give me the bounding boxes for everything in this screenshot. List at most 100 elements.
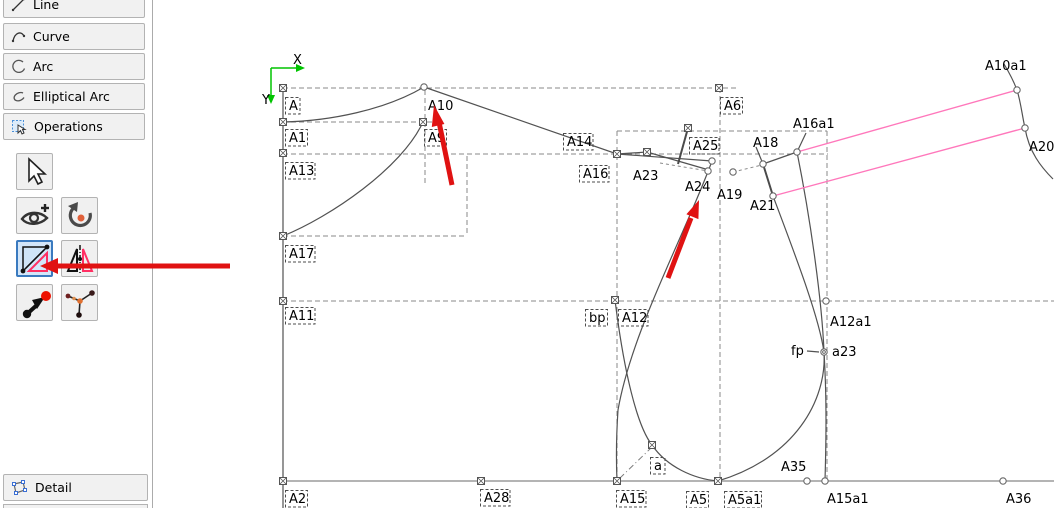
point-marker[interactable] [821, 477, 829, 485]
flip-by-axis-tool-button[interactable] [61, 240, 98, 277]
group-curve-button[interactable]: Curve [3, 23, 145, 50]
point-label[interactable]: A10 [428, 99, 453, 114]
point-label[interactable]: A35 [781, 460, 806, 475]
point-marker[interactable] [704, 167, 712, 175]
detail-icon [12, 480, 27, 495]
point-label[interactable]: A12a1 [830, 315, 872, 330]
point-handle-cross [279, 118, 287, 126]
mirror-lines [772, 89, 1026, 197]
point-marker[interactable] [793, 148, 801, 156]
group-operations-button[interactable]: Operations [3, 113, 145, 140]
point-handle-cross [611, 296, 619, 304]
point-marker[interactable] [420, 83, 428, 91]
point-label[interactable]: fp [791, 344, 804, 359]
detail-button[interactable]: Detail [3, 474, 148, 501]
point-label[interactable]: A19 [717, 188, 742, 203]
true-darts-icon [65, 289, 95, 318]
cursor-icon [27, 156, 47, 185]
point-marker-inner [822, 350, 826, 354]
point-label[interactable]: A14 [567, 135, 592, 150]
point-label[interactable]: A36 [1006, 492, 1031, 507]
point-marker[interactable] [803, 477, 811, 485]
point-marker[interactable] [708, 157, 716, 165]
move-tool-button[interactable] [16, 284, 53, 321]
point-handle-cross [279, 232, 287, 240]
point-label[interactable]: A2 [289, 492, 306, 507]
point-label[interactable]: A5 [690, 493, 707, 508]
point-label[interactable]: A11 [289, 309, 314, 324]
point-label-box[interactable] [618, 309, 649, 327]
point-handle-cross [279, 84, 287, 92]
true-darts-tool-button[interactable] [61, 284, 98, 321]
toolbox-sidebar: Line Curve Arc Elliptical Arc [0, 0, 153, 508]
point-handle-cross [643, 148, 651, 156]
point-marker[interactable] [759, 160, 767, 168]
point-handle-cross [714, 477, 722, 485]
point-label[interactable]: A20 [1029, 140, 1054, 155]
point-label-box[interactable] [579, 165, 610, 183]
point-label[interactable]: A5a1 [728, 493, 761, 508]
point-label[interactable]: A10a1 [985, 59, 1027, 74]
point-label-box[interactable] [424, 129, 447, 147]
point-label[interactable]: A18 [753, 136, 778, 151]
point-marker[interactable] [822, 297, 830, 305]
point-marker[interactable] [729, 168, 737, 176]
point-handle-cross [279, 477, 287, 485]
point-label[interactable]: A21 [750, 199, 775, 214]
point-label[interactable]: A15a1 [827, 492, 869, 507]
point-label[interactable]: bp [589, 311, 606, 326]
point-marker[interactable] [1013, 86, 1021, 94]
point-label[interactable]: A25 [693, 139, 718, 154]
rotate-tool-button[interactable] [61, 197, 98, 234]
point-label[interactable]: A16 [583, 167, 608, 182]
flip-by-line-tool-button[interactable] [16, 240, 53, 277]
group-elliptical-arc-button[interactable]: Elliptical Arc [3, 83, 145, 110]
group-line-button[interactable]: Line [3, 0, 145, 18]
point-marker[interactable] [769, 192, 777, 200]
point-label-box[interactable] [285, 129, 308, 147]
point-handle-cross [477, 477, 485, 485]
group-arc-button[interactable]: Arc [3, 53, 145, 80]
next-panel-button[interactable] [3, 504, 148, 508]
point-label[interactable]: A15 [620, 492, 645, 507]
eye-plus-icon [19, 203, 49, 225]
point-label[interactable]: A17 [289, 247, 314, 262]
point-label-box[interactable] [689, 137, 720, 155]
point-label-box[interactable] [480, 489, 511, 507]
point-label[interactable]: A [289, 99, 298, 114]
point-label-box[interactable] [285, 490, 308, 508]
point-marker[interactable] [1021, 124, 1029, 132]
point-label-box[interactable] [724, 491, 762, 508]
point-label-box[interactable] [285, 245, 316, 263]
point-label[interactable]: A6 [724, 99, 741, 114]
point-label-box[interactable] [285, 307, 316, 325]
point-label-box[interactable] [616, 490, 647, 508]
point-marker[interactable] [820, 348, 828, 356]
point-label-box[interactable] [285, 97, 301, 115]
point-label-box[interactable] [563, 133, 594, 151]
select-tool-button[interactable] [16, 153, 53, 190]
point-label[interactable]: A23 [633, 169, 658, 184]
point-label-box[interactable] [650, 457, 666, 475]
flip-by-axis-icon [66, 244, 93, 273]
group-elliptical-arc-label: Elliptical Arc [33, 89, 110, 104]
point-label[interactable]: a [654, 459, 662, 474]
point-label-box[interactable] [585, 309, 608, 327]
point-handle-cross [279, 297, 287, 305]
point-label-box[interactable] [686, 491, 709, 508]
point-label[interactable]: A1 [289, 131, 306, 146]
point-label[interactable]: A24 [685, 180, 710, 195]
point-label[interactable]: A16a1 [793, 117, 835, 132]
point-label-box[interactable] [720, 97, 743, 115]
point-label-box[interactable] [285, 162, 316, 180]
construction-lines [283, 87, 1054, 481]
point-label[interactable]: A12 [622, 311, 647, 326]
group-visibility-tool-button[interactable] [16, 197, 53, 234]
point-marker[interactable] [999, 477, 1007, 485]
point-label[interactable]: A28 [484, 491, 509, 506]
point-label[interactable]: a23 [832, 345, 857, 360]
point-label[interactable]: A13 [289, 164, 314, 179]
